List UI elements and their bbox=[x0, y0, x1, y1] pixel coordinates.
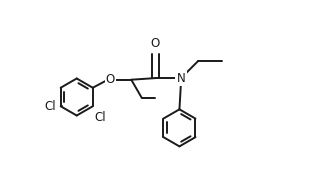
Text: Cl: Cl bbox=[94, 111, 106, 124]
Text: Cl: Cl bbox=[44, 100, 56, 113]
Text: N: N bbox=[177, 72, 185, 85]
Text: O: O bbox=[151, 37, 160, 50]
Text: O: O bbox=[106, 73, 115, 86]
